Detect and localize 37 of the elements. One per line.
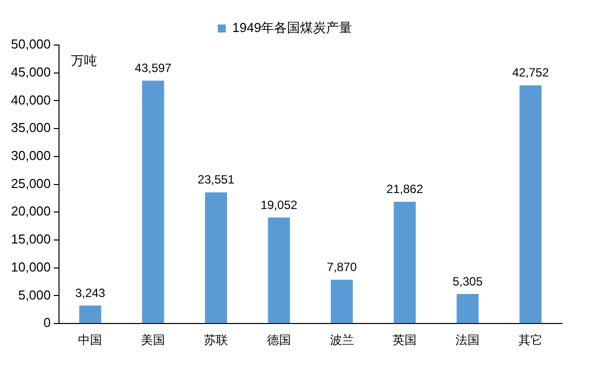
y-tick-label: 15,000 [10, 232, 51, 247]
bar [142, 80, 164, 324]
data-label: 21,862 [386, 182, 424, 196]
data-label: 42,752 [512, 66, 550, 80]
y-tick-label: 20,000 [10, 204, 51, 219]
x-tick-label: 中国 [78, 333, 102, 348]
y-axis-title: 万吨 [70, 53, 97, 68]
y-tick-label: 40,000 [10, 92, 51, 108]
bar [79, 306, 102, 324]
y-tick-label: 50,000 [10, 36, 51, 52]
data-label: 7,870 [326, 260, 358, 274]
y-tick-label: 0 [44, 315, 51, 330]
y-tick-label: 35,000 [10, 120, 51, 136]
y-tick-label: 25,000 [10, 176, 51, 191]
data-label: 19,052 [260, 198, 298, 212]
bar [205, 192, 228, 324]
y-tick-label: 10,000 [10, 259, 51, 274]
x-tick-label: 苏联 [204, 333, 228, 348]
data-label: 43,597 [134, 60, 172, 75]
data-label: 3,243 [75, 286, 106, 300]
x-tick-label: 美国 [141, 333, 166, 348]
data-label: 23,551 [198, 172, 235, 187]
data-label: 5,305 [452, 274, 483, 288]
x-tick-label: 其它 [518, 333, 543, 348]
bar [268, 217, 290, 324]
legend-label: 1949年各国煤炭产量 [232, 20, 352, 36]
y-tick-label: 30,000 [10, 148, 51, 164]
x-tick-label: 德国 [266, 333, 291, 348]
x-tick-label: 法国 [456, 333, 480, 348]
bar [456, 294, 479, 324]
x-tick-label: 波兰 [330, 333, 354, 348]
y-tick-label: 5,000 [18, 287, 51, 302]
bar [330, 280, 353, 324]
bar [394, 202, 416, 324]
bar [520, 85, 542, 324]
y-tick-label: 45,000 [10, 64, 51, 80]
x-tick-label: 英国 [392, 333, 417, 348]
